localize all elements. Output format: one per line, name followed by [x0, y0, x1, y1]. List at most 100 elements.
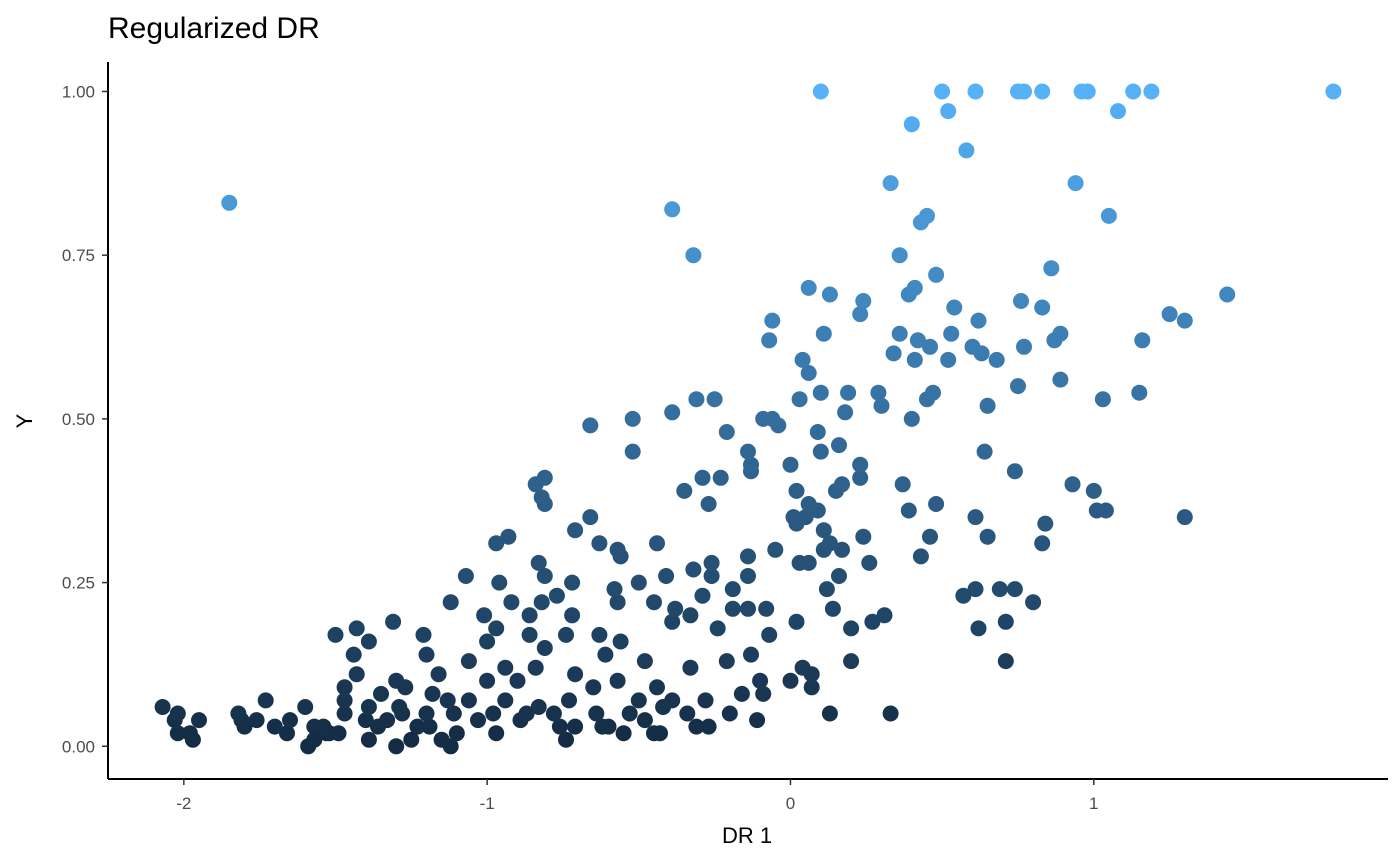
data-point: [967, 509, 984, 526]
data-point: [649, 535, 665, 552]
data-point: [567, 718, 584, 735]
data-point: [733, 685, 750, 702]
data-point: [418, 705, 435, 722]
data-point: [609, 672, 626, 689]
data-point: [843, 653, 860, 670]
data-point: [527, 659, 544, 676]
data-point: [791, 391, 808, 408]
data-point: [697, 692, 714, 709]
data-point: [812, 443, 829, 460]
data-point: [967, 581, 984, 598]
data-point: [761, 332, 778, 349]
data-point: [852, 456, 869, 473]
data-point: [667, 600, 684, 617]
data-point: [976, 443, 993, 460]
y-axis-title: Y: [12, 413, 37, 428]
data-point: [567, 522, 584, 539]
data-point: [700, 718, 717, 735]
data-point: [843, 620, 860, 637]
data-point: [824, 600, 841, 617]
data-point: [612, 633, 629, 650]
data-point: [530, 699, 547, 715]
data-point: [536, 469, 553, 486]
data-point: [567, 666, 584, 683]
data-point: [752, 672, 769, 689]
data-point: [885, 345, 902, 362]
data-point: [1006, 463, 1023, 480]
data-point: [864, 613, 881, 630]
y-tick-label: 0.25: [62, 574, 95, 593]
data-point: [758, 600, 775, 617]
x-tick-label: 1: [1089, 794, 1098, 813]
data-point: [1025, 594, 1042, 611]
data-point: [934, 83, 951, 100]
data-point: [533, 594, 550, 611]
data-point: [970, 620, 987, 637]
data-point: [606, 581, 623, 598]
data-point: [536, 568, 553, 584]
data-point: [336, 705, 353, 722]
data-point: [373, 685, 389, 702]
data-point: [1325, 83, 1342, 100]
data-point: [1067, 175, 1084, 192]
data-point: [558, 731, 574, 748]
data-point: [919, 207, 935, 224]
data-point: [154, 699, 171, 715]
data-point: [600, 718, 617, 735]
data-point: [740, 568, 756, 584]
data-point: [788, 482, 805, 499]
data-point: [958, 142, 975, 159]
data-point: [558, 626, 574, 643]
data-point: [609, 594, 626, 611]
data-point: [479, 672, 496, 689]
data-point: [718, 424, 735, 440]
data-point: [664, 613, 681, 630]
data-point: [812, 384, 829, 401]
data-point: [1010, 378, 1026, 395]
data-point: [940, 351, 957, 368]
points-layer: [154, 83, 1342, 755]
data-point: [1097, 502, 1114, 519]
data-point: [636, 653, 653, 670]
data-point: [1034, 299, 1051, 316]
x-tick-label: -1: [480, 794, 495, 813]
data-point: [530, 554, 547, 571]
data-point: [721, 705, 738, 722]
data-point: [891, 325, 908, 342]
data-point: [724, 600, 741, 617]
data-point: [740, 443, 756, 460]
data-point: [794, 659, 811, 676]
data-point: [409, 718, 426, 735]
data-point: [664, 692, 681, 709]
data-point: [360, 633, 377, 650]
chart-title: Regularized DR: [108, 12, 320, 45]
data-point: [658, 568, 675, 584]
y-tick-label: 0.50: [62, 410, 95, 429]
data-point: [925, 384, 941, 401]
data-point: [279, 725, 295, 742]
data-point: [800, 496, 817, 512]
data-point: [430, 666, 447, 683]
data-point: [306, 731, 323, 748]
y-tick-label: 0.75: [62, 246, 95, 265]
data-point: [500, 528, 517, 545]
data-point: [782, 456, 799, 473]
data-point: [421, 718, 438, 735]
data-point: [497, 692, 514, 709]
data-point: [997, 613, 1014, 630]
data-point: [433, 731, 450, 748]
data-point: [630, 692, 647, 709]
data-point: [551, 718, 568, 735]
data-point: [221, 194, 238, 211]
data-point: [703, 554, 720, 571]
data-point: [903, 116, 920, 133]
data-point: [800, 279, 817, 296]
x-tick-label: 0: [786, 794, 795, 813]
data-point: [955, 587, 972, 604]
data-point: [582, 417, 599, 434]
data-point: [834, 476, 850, 493]
data-point: [649, 679, 665, 696]
data-point: [521, 607, 538, 624]
data-point: [946, 299, 963, 316]
